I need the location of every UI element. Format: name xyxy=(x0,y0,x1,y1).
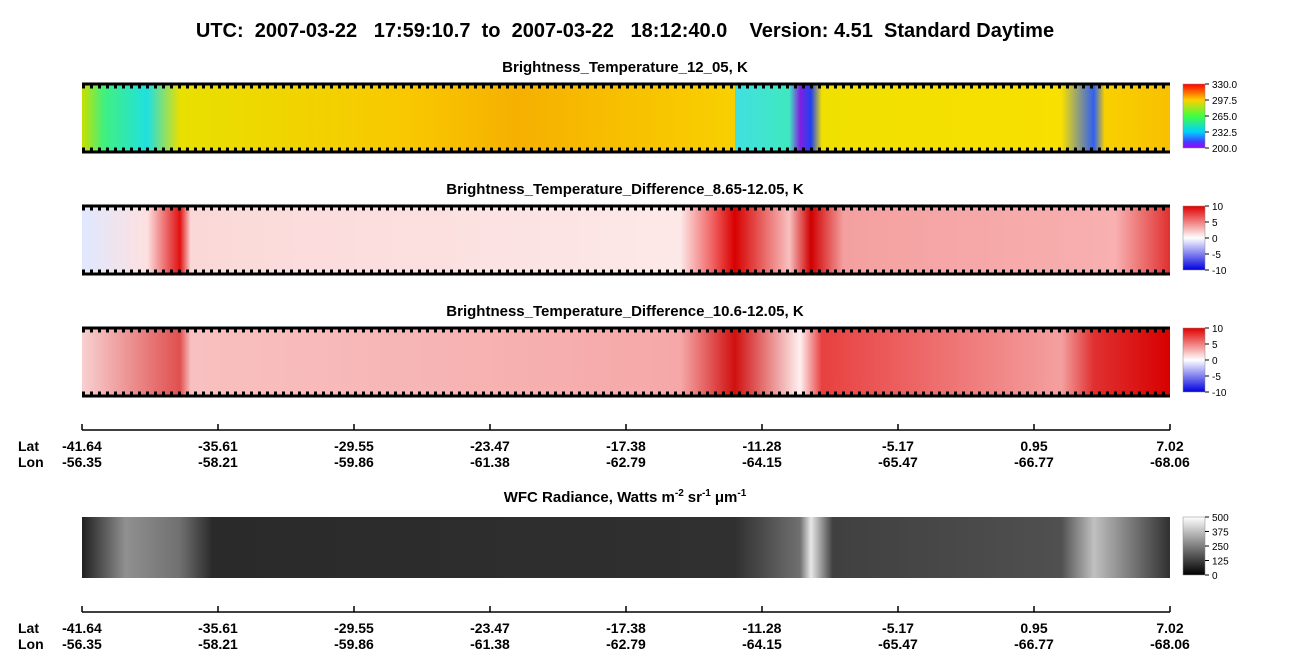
lat-label: -29.55 xyxy=(334,620,374,636)
lon-label: -65.47 xyxy=(878,454,918,470)
colorbar-label: 125 xyxy=(1212,557,1229,568)
colorbar-label: -10 xyxy=(1212,266,1227,277)
lat-label: -17.38 xyxy=(606,438,646,454)
lon-label: -68.06 xyxy=(1150,454,1190,470)
lat-label: -41.64 xyxy=(62,620,102,636)
title-part: sr xyxy=(688,489,702,506)
lon-label: -64.15 xyxy=(742,636,782,652)
lat-title: Lat xyxy=(18,438,39,454)
image-strip xyxy=(82,206,1170,274)
colorbar-label: 330.0 xyxy=(1212,80,1237,91)
lon-label: -59.86 xyxy=(334,636,374,652)
lon-label: -59.86 xyxy=(334,454,374,470)
colorbar xyxy=(1182,83,1206,149)
colorbar-label: 250 xyxy=(1212,542,1229,553)
colorbar-label: 0 xyxy=(1212,356,1218,367)
colorbar-label: 5 xyxy=(1212,340,1218,351)
panel-title: Brightness_Temperature_12_05, K xyxy=(502,59,748,76)
lon-label: -65.47 xyxy=(878,636,918,652)
lon-label: -66.77 xyxy=(1014,454,1054,470)
colorbar-label: 0 xyxy=(1212,234,1218,245)
colorbar-label: -10 xyxy=(1212,388,1227,399)
lat-label: -35.61 xyxy=(198,620,238,636)
lat-label: -29.55 xyxy=(334,438,374,454)
colorbar-label: 200.0 xyxy=(1212,144,1237,155)
superscript: -1 xyxy=(702,488,711,499)
superscript: -2 xyxy=(675,488,684,499)
lon-label: -58.21 xyxy=(198,454,238,470)
colorbar-label: 10 xyxy=(1212,202,1224,213)
image-strip xyxy=(82,517,1170,578)
lon-label: -62.79 xyxy=(606,454,646,470)
lat-title: Lat xyxy=(18,620,39,636)
lon-label: -62.79 xyxy=(606,636,646,652)
lon-label: -61.38 xyxy=(470,636,510,652)
colorbar-label: 0 xyxy=(1212,571,1218,582)
lon-label: -56.35 xyxy=(62,454,102,470)
lon-label: -58.21 xyxy=(198,636,238,652)
superscript: -1 xyxy=(737,488,746,499)
lat-label: 0.95 xyxy=(1020,620,1047,636)
lon-label: -56.35 xyxy=(62,636,102,652)
colorbar-label: 5 xyxy=(1212,218,1218,229)
colorbar-label: 297.5 xyxy=(1212,96,1237,107)
lat-label: 7.02 xyxy=(1156,438,1183,454)
colorbar xyxy=(1182,516,1206,576)
panel-title: Brightness_Temperature_Difference_10.6-1… xyxy=(446,303,804,320)
content: Brightness_Temperature_12_05, K 330.0 297.… xyxy=(18,59,1237,652)
lat-label: -41.64 xyxy=(62,438,102,454)
lat-label: 0.95 xyxy=(1020,438,1047,454)
lat-label: -5.17 xyxy=(882,438,914,454)
lat-label: -23.47 xyxy=(470,620,510,636)
lat-label: -11.28 xyxy=(743,620,782,636)
wfc-title: WFC Radiance, Watts m-2 sr-1 μm-1 xyxy=(504,488,747,506)
lat-label: -23.47 xyxy=(470,438,510,454)
colorbar-label: 265.0 xyxy=(1212,112,1237,123)
lat-label: -5.17 xyxy=(882,620,914,636)
lon-label: -61.38 xyxy=(470,454,510,470)
colorbar-label: 232.5 xyxy=(1212,128,1237,139)
lon-label: -68.06 xyxy=(1150,636,1190,652)
lon-label: -66.77 xyxy=(1014,636,1054,652)
lat-label: -11.28 xyxy=(743,438,782,454)
colorbar-label: 500 xyxy=(1212,513,1229,524)
colorbar-label: 375 xyxy=(1212,528,1229,539)
image-strip xyxy=(82,328,1170,396)
lat-label: 7.02 xyxy=(1156,620,1183,636)
colorbar-label: 10 xyxy=(1212,324,1224,335)
lat-label: -35.61 xyxy=(198,438,238,454)
colorbar-label: -5 xyxy=(1212,250,1221,261)
lon-title: Lon xyxy=(18,454,44,470)
colorbar xyxy=(1182,205,1206,271)
lat-label: -17.38 xyxy=(606,620,646,636)
colorbar xyxy=(1182,327,1206,393)
lon-label: -64.15 xyxy=(742,454,782,470)
panel-title: Brightness_Temperature_Difference_8.65-1… xyxy=(446,181,804,198)
title-part: μm xyxy=(715,489,738,506)
image-strip xyxy=(82,84,1170,152)
title-part: WFC Radiance, Watts m xyxy=(504,489,675,506)
page-title: UTC: 2007-03-22 17:59:10.7 to 2007-03-22… xyxy=(196,20,1054,42)
lon-title: Lon xyxy=(18,636,44,652)
colorbar-label: -5 xyxy=(1212,372,1221,383)
